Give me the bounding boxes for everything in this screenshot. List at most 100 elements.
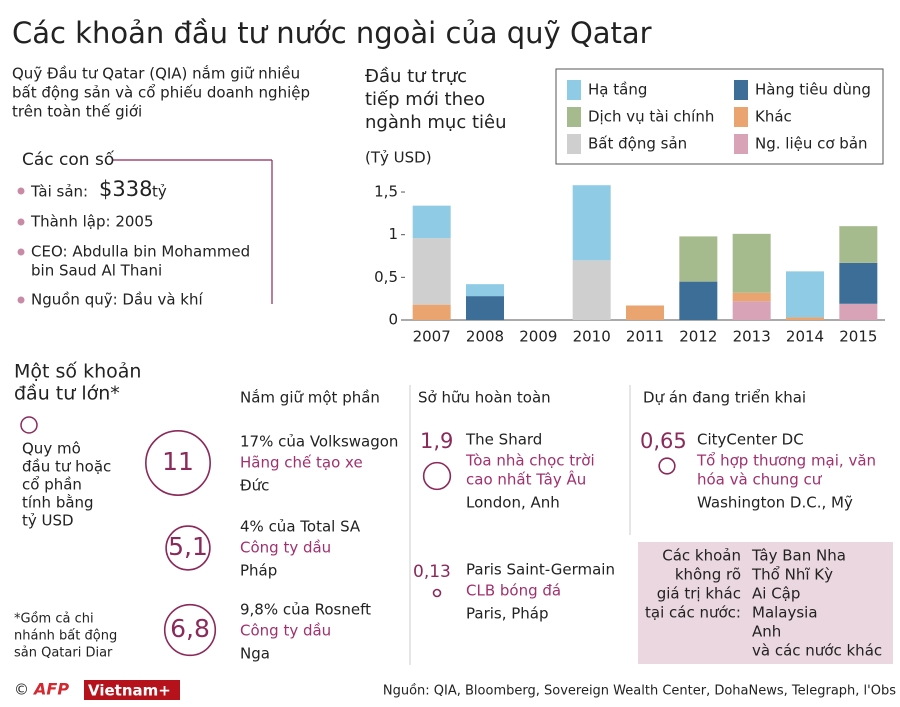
bullet — [17, 248, 25, 256]
investment-desc: Công ty dầu — [240, 622, 331, 640]
bar-segment — [466, 284, 504, 297]
bullet — [17, 187, 25, 195]
value-label: 1,9 — [420, 429, 453, 453]
bar-segment — [732, 301, 771, 320]
logo-bg — [84, 680, 180, 700]
x-tick-label: 2011 — [626, 328, 664, 346]
legend-label: Khác — [755, 108, 792, 126]
fact-line: Nguồn quỹ: Dầu và khí — [31, 291, 203, 309]
bar-segment — [572, 260, 611, 320]
investment-place: Washington D.C., Mỹ — [697, 494, 853, 512]
bar-segment — [732, 233, 771, 293]
investment-desc: hóa và chung cư — [697, 471, 823, 489]
x-tick-label: 2010 — [573, 328, 611, 346]
legend-label: Hàng tiêu dùng — [755, 81, 871, 99]
key-line: tính bằng — [22, 494, 94, 512]
section-heading: đầu tư lớn* — [14, 383, 120, 405]
legend-swatch — [734, 134, 748, 154]
investment-name: CityCenter DC — [697, 431, 804, 449]
key-line: cổ phần — [22, 476, 82, 494]
intro-line: bất động sản và cổ phiếu doanh nghiệp — [12, 84, 310, 102]
logo-vietnam: Vietnam+ — [88, 682, 171, 700]
y-tick-label: 1 — [388, 225, 398, 243]
value-label: 0,65 — [640, 429, 687, 453]
value-circle — [145, 430, 211, 496]
y-tick-label: 1,5 — [374, 183, 398, 201]
value-label: 6,8 — [170, 614, 210, 643]
footnote-line: *Gồm cả chi — [14, 612, 94, 627]
column-heading: Sở hữu hoàn toàn — [418, 389, 551, 407]
bar-segment — [412, 304, 451, 320]
bar-segment — [839, 262, 878, 304]
bar-segment — [839, 303, 878, 320]
bar-segment — [466, 296, 504, 320]
legend-label: Ng. liệu cơ bản — [755, 135, 868, 153]
column-heading: Dự án đang triển khai — [643, 389, 806, 407]
x-tick-label: 2008 — [466, 328, 504, 346]
y-axis-label: (Tỷ USD) — [365, 149, 432, 167]
legend-swatch — [734, 80, 748, 100]
legend-label: Bất động sản — [588, 135, 687, 153]
bar-segment — [732, 292, 771, 302]
bar-segment — [626, 305, 664, 320]
investment-name: Paris Saint-Germain — [466, 561, 615, 579]
x-tick-label: 2015 — [839, 328, 877, 346]
bar-segment — [679, 236, 718, 282]
investment-name: 17% của Volkswagon — [240, 433, 398, 451]
investment-desc: cao nhất Tây Âu — [466, 470, 586, 489]
intro-line: Quỹ Đầu tư Qatar (QIA) nắm giữ nhiều — [12, 65, 300, 83]
x-tick-label: 2009 — [519, 328, 557, 346]
section-heading: Một số khoản — [14, 361, 141, 383]
bar-segment — [786, 317, 824, 320]
other-country: và các nước khác — [752, 642, 882, 660]
column-heading: Nắm giữ một phần — [240, 389, 380, 407]
other-label: tại các nước: — [645, 604, 741, 622]
chart-title: Đầu tư trực — [365, 66, 467, 87]
other-country: Thổ Nhĩ Kỳ — [751, 566, 833, 584]
investment-desc: CLB bóng đá — [466, 582, 561, 600]
legend-box — [555, 68, 884, 165]
page-title: Các khoản đầu tư nước ngoài của quỹ Qata… — [12, 16, 652, 50]
legend-swatch — [734, 107, 748, 127]
bar-segment — [679, 281, 718, 320]
fact-line: bin Saud Al Thani — [31, 262, 162, 280]
x-tick-label: 2007 — [413, 328, 451, 346]
facts-heading: Các con số — [22, 149, 115, 170]
other-country: Tây Ban Nha — [751, 547, 846, 565]
legend-label: Hạ tầng — [588, 81, 647, 99]
other-label: Các khoản — [662, 547, 741, 565]
logo-afp: AFP — [32, 680, 69, 699]
investment-desc: Tổ hợp thương mại, văn — [696, 452, 876, 470]
footnote-line: sản Qatari Diar — [14, 646, 113, 661]
fact-line: Thành lập: 2005 — [30, 213, 154, 231]
bar-segment — [412, 238, 451, 305]
investment-place: Nga — [240, 645, 270, 663]
fact-line: CEO: Abdulla bin Mohammed — [31, 243, 250, 261]
bar-segment — [572, 185, 611, 261]
investment-name: 9,8% của Rosneft — [240, 601, 371, 619]
bullet — [17, 218, 25, 226]
x-tick-label: 2012 — [679, 328, 717, 346]
legend-label: Dịch vụ tài chính — [588, 108, 714, 126]
value-label: 5,1 — [168, 532, 208, 561]
y-tick-label: 0 — [388, 311, 398, 329]
value-circle — [432, 588, 442, 598]
key-circle — [20, 416, 38, 434]
key-line: tỷ USD — [22, 512, 74, 530]
intro-line: trên toàn thế giới — [12, 103, 142, 121]
investment-place: Paris, Pháp — [466, 605, 549, 623]
chart-title: ngành mục tiêu — [365, 112, 507, 133]
copyright: © — [14, 681, 29, 699]
key-line: Quy mô — [22, 440, 81, 458]
bar-segment — [839, 226, 878, 263]
legend-swatch — [567, 134, 581, 154]
value-circle — [163, 603, 217, 657]
other-label: không rõ — [675, 566, 741, 584]
footnote-line: nhánh bất động — [14, 629, 117, 644]
legend-swatch — [567, 107, 581, 127]
source: Nguồn: QIA, Bloomberg, Sovereign Wealth … — [383, 684, 896, 699]
other-country: Anh — [752, 623, 781, 641]
value-circle — [165, 525, 211, 571]
investment-place: London, Anh — [466, 494, 560, 512]
